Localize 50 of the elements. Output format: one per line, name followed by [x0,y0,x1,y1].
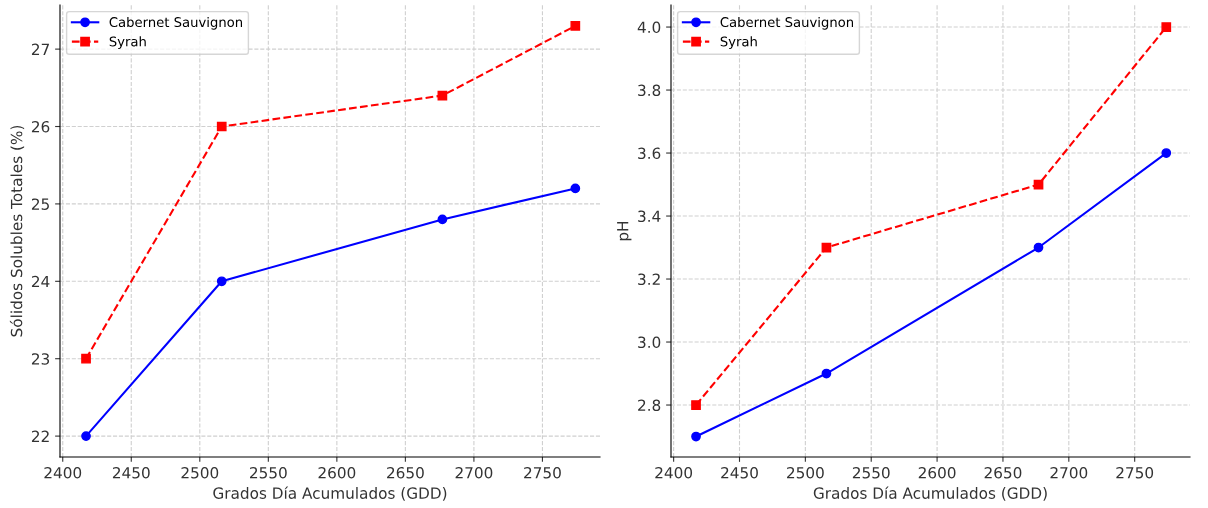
y-tick-label: 2.8 [638,399,661,412]
y-tick-label: 24 [31,275,50,288]
y-axis-title: pH [617,221,632,241]
x-tick-label: 2500 [181,466,219,479]
y-tick-label: 3.8 [638,84,661,97]
y-tick-label: 26 [31,120,50,133]
y-axis-title: Sólidos Solubles Totales (%) [9,125,25,337]
y-tick-label: 3.4 [638,210,661,223]
y-tick-label: 3.6 [638,147,661,160]
legend-label: Cabernet Sauvignon [720,16,853,30]
legend-label: Syrah [109,36,146,50]
point [216,121,227,132]
y-tick-label: 3.2 [638,273,660,286]
x-tick-label: 2450 [112,466,150,479]
x-tick-label: 2500 [787,466,824,479]
point [691,400,701,410]
point [81,353,91,364]
y-tick-label: 25 [31,198,49,210]
legend-label: Syrah [720,36,757,50]
point [1033,242,1044,253]
point [437,214,448,225]
legend-label: Cabernet Sauvignon [109,16,242,30]
point [570,183,581,194]
x-tick-label: 2700 [1050,466,1088,479]
x-tick-label: 2550 [852,466,890,479]
x-tick-label: 2650 [387,466,424,479]
point [691,431,701,442]
x-tick-label: 2750 [524,466,561,479]
x-tick-label: 2450 [721,466,758,479]
x-tick-label: 2600 [318,466,356,479]
x-tick-label: 2550 [250,466,287,479]
y-tick-label: 27 [31,43,49,55]
x-axis-title: Grados Día Acumulados (GDD) [813,486,1047,501]
x-axis-title: Grados Día Acumulados (GDD) [213,486,447,501]
point [216,276,227,287]
x-tick-label: 2400 [655,466,693,479]
point [1161,22,1172,32]
x-tick-label: 2400 [44,466,82,479]
x-tick-label: 2750 [1116,466,1154,479]
y-tick-label: 4.0 [637,21,661,34]
x-tick-label: 2600 [918,466,956,479]
y-tick-label: 22 [31,430,49,442]
point [1161,148,1172,158]
x-tick-label: 2700 [455,466,493,479]
point [570,21,581,31]
point [821,368,832,379]
y-tick-label: 3.0 [638,336,661,349]
y-tick-label: 23 [31,353,50,365]
x-tick-label: 2650 [984,466,1022,479]
point [81,431,91,441]
